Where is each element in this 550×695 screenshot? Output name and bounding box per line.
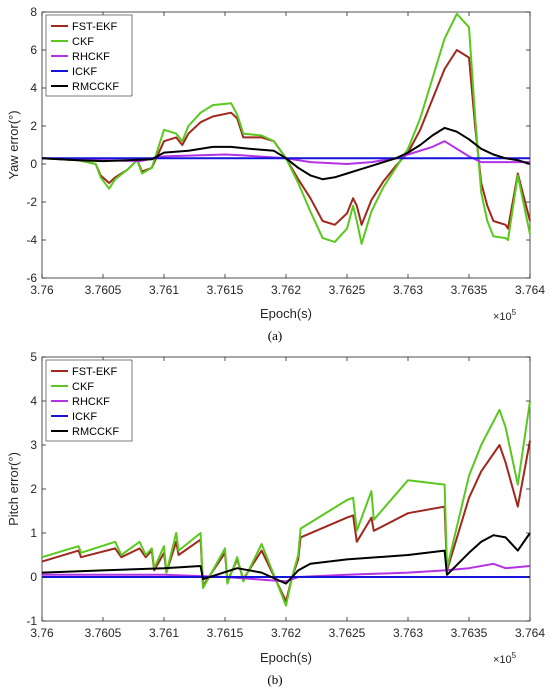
x-tick-label: 3.762 <box>271 626 301 640</box>
x-tick-label: 3.76 <box>30 283 54 297</box>
series-lines <box>41 12 531 245</box>
legend-label: RMCCKF <box>72 426 119 438</box>
x-axis-label: Epoch(s) <box>260 306 312 321</box>
x-tick-label: 3.761 <box>149 283 179 297</box>
y-tick-label: 0 <box>30 157 37 171</box>
series-line-rhckf <box>41 140 530 165</box>
x-tick-label: 3.762 <box>271 283 301 297</box>
x-tick-label: 3.7635 <box>451 626 488 640</box>
y-tick-label: 6 <box>30 43 37 57</box>
x-tick-label: 3.7615 <box>207 626 244 640</box>
legend-label: RMCCKF <box>72 81 119 93</box>
y-tick-label: 4 <box>30 394 37 408</box>
legend-label: ICKF <box>72 411 97 423</box>
caption-a: (a) <box>268 328 282 343</box>
y-axis-label: Yaw error(°) <box>6 110 21 179</box>
legend: FST-EKF CKF RHCKF ICKF RMCCKF <box>45 14 133 97</box>
y-tick-label: 5 <box>30 350 37 364</box>
series-line-rmcckf <box>41 126 531 181</box>
x-tick-label: 3.7635 <box>451 283 488 297</box>
x-tick-label: 3.764 <box>515 626 545 640</box>
y-tick-label: 0 <box>30 570 37 584</box>
x-tick-label: 3.76 <box>30 626 54 640</box>
caption-b: (b) <box>267 672 282 687</box>
x-tick-label: 3.763 <box>393 283 423 297</box>
y-tick-label: -1 <box>26 614 37 628</box>
y-tick-label: 8 <box>30 5 37 19</box>
series-lines <box>41 400 531 607</box>
y-tick-label: -2 <box>26 195 37 209</box>
x-tick-label: 3.7605 <box>85 283 122 297</box>
axis-ticks: 3.76 3.7605 3.761 3.7615 3.762 3.7625 3.763 3.7… <box>26 5 545 297</box>
x-tick-label: 3.761 <box>149 626 179 640</box>
legend-label: FST-EKF <box>72 366 118 378</box>
yaw-error-chart: 3.76 3.7605 3.761 3.7615 3.762 3.7625 3.763 3.7… <box>6 5 545 343</box>
y-tick-label: -4 <box>26 233 37 247</box>
x-tick-label: 3.7615 <box>207 283 244 297</box>
x-axis-label: Epoch(s) <box>260 650 312 665</box>
y-tick-label: 1 <box>30 526 37 540</box>
x-tick-label: 3.763 <box>393 626 423 640</box>
legend-label: ICKF <box>72 66 97 78</box>
x-multiplier: ×105 <box>493 308 517 323</box>
y-tick-label: 2 <box>30 119 37 133</box>
x-tick-label: 3.764 <box>515 283 545 297</box>
series-line-ckf <box>41 12 531 245</box>
y-tick-label: 4 <box>30 81 37 95</box>
pitch-error-chart: 3.76 3.7605 3.761 3.7615 3.762 3.7625 3.763 3.7… <box>6 350 545 687</box>
y-axis-label: Pitch error(°) <box>6 452 21 526</box>
x-tick-label: 3.7625 <box>329 626 366 640</box>
axis-ticks: 3.76 3.7605 3.761 3.7615 3.762 3.7625 3.763 3.7… <box>26 350 545 640</box>
legend-label: RHCKF <box>72 396 110 408</box>
legend: FST-EKF CKF RHCKF ICKF RMCCKF <box>45 359 133 442</box>
x-tick-label: 3.7605 <box>85 626 122 640</box>
series-line-ckf <box>41 400 531 607</box>
x-multiplier: ×105 <box>493 651 517 666</box>
y-tick-label: 2 <box>30 482 37 496</box>
y-tick-label: 3 <box>30 438 37 452</box>
y-tick-label: -6 <box>26 271 37 285</box>
legend-label: CKF <box>72 381 94 393</box>
series-line-rmcckf <box>41 532 531 585</box>
legend-label: RHCKF <box>72 51 110 63</box>
x-tick-label: 3.7625 <box>329 283 366 297</box>
legend-label: FST-EKF <box>72 21 118 33</box>
legend-label: CKF <box>72 36 94 48</box>
